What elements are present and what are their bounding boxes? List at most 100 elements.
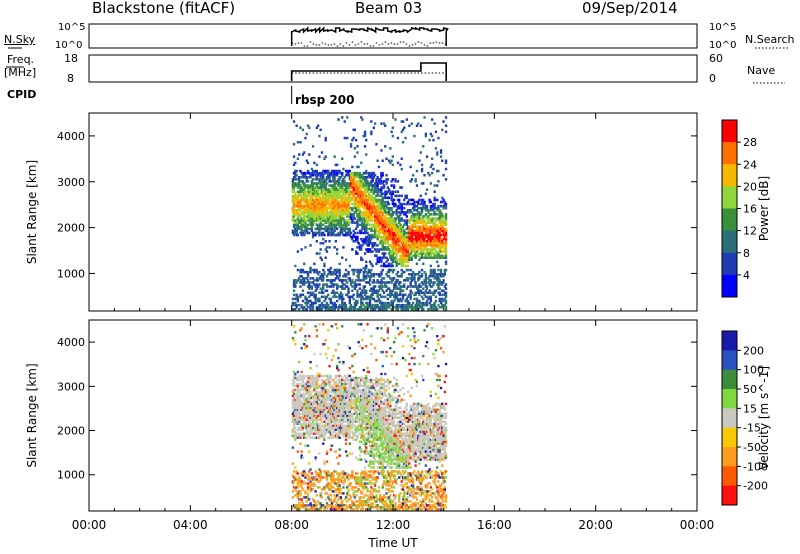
power-echo-cell	[365, 207, 368, 210]
power-echo-cell	[347, 227, 350, 231]
power-echo-cell	[309, 299, 312, 303]
power-echo-cell	[372, 126, 375, 129]
power-echo-cell	[382, 291, 386, 294]
power-echo-cell	[358, 229, 362, 233]
power-echo-cell	[391, 260, 394, 264]
power-echo-cell	[410, 291, 413, 294]
power-echo-cell	[399, 225, 402, 228]
power-echo-cell	[389, 289, 392, 292]
velocity-echo-cell	[324, 378, 327, 382]
velocity-echo-cell	[305, 500, 308, 503]
power-echo-cell	[342, 275, 345, 278]
power-echo-cell	[406, 258, 410, 261]
power-echo-cell	[423, 256, 426, 259]
power-echo-cell	[427, 219, 430, 222]
power-echo-cell	[414, 233, 417, 237]
velocity-echo-cell	[330, 428, 334, 431]
power-echo-cell	[303, 171, 306, 175]
power-echo-cell	[346, 204, 349, 208]
power-echo-cell	[390, 258, 393, 261]
power-echo-cell	[432, 281, 435, 284]
power-echo-cell	[432, 231, 435, 235]
power-echo-cell	[313, 207, 316, 210]
power-echo-cell	[404, 279, 407, 282]
velocity-echo-cell	[339, 496, 343, 499]
velocity-echo-cell	[313, 504, 316, 507]
power-echo-cell	[365, 306, 368, 309]
power-echo-cell	[325, 301, 329, 305]
velocity-echo-cell	[338, 380, 341, 384]
power-echo-cell	[292, 225, 296, 228]
velocity-echo-cell	[330, 490, 334, 493]
velocity-echo-cell	[337, 392, 340, 396]
velocity-echo-cell	[298, 504, 301, 507]
velocity-echo-cell	[314, 386, 317, 390]
power-echo-cell	[410, 250, 413, 253]
power-echo-cell	[298, 204, 301, 208]
power-echo-cell	[371, 176, 374, 179]
power-echo-cell	[403, 250, 406, 253]
power-echo-cell	[436, 256, 439, 259]
velocity-echo-cell	[338, 486, 341, 489]
power-echo-cell	[337, 268, 340, 272]
power-echo-cell	[400, 268, 403, 272]
power-echo-cell	[434, 242, 438, 245]
power-echo-cell	[412, 233, 415, 237]
power-echo-cell	[319, 227, 322, 231]
power-echo-cell	[400, 264, 403, 268]
power-echo-cell	[382, 303, 386, 307]
velocity-echo-cell	[303, 412, 306, 415]
power-echo-cell	[353, 287, 356, 290]
power-echo-cell	[408, 211, 411, 214]
power-echo-cell	[367, 186, 370, 189]
velocity-echo-cell	[303, 323, 306, 326]
velocity-echo-cell	[308, 508, 311, 511]
velocity-echo-cell	[327, 422, 330, 425]
power-echo-cell	[370, 213, 373, 216]
power-echo-cell	[355, 171, 358, 175]
power-echo-cell	[314, 297, 317, 301]
power-echo-cell	[366, 207, 369, 210]
power-echo-cell	[310, 229, 313, 233]
power-echo-cell	[317, 299, 320, 303]
power-echo-cell	[328, 223, 331, 226]
velocity-echo-cell	[318, 430, 321, 433]
power-echo-cell	[410, 217, 413, 220]
power-echo-cell	[417, 233, 420, 237]
power-echo-cell	[304, 184, 307, 187]
power-echo-cell	[303, 209, 306, 212]
power-echo-cell	[387, 227, 391, 231]
velocity-echo-cell	[313, 388, 316, 392]
power-echo-cell	[398, 303, 401, 307]
power-echo-cell	[368, 235, 372, 239]
power-echo-cell	[311, 192, 315, 195]
power-echo-cell	[324, 196, 327, 200]
power-echo-cell	[330, 283, 334, 286]
power-echo-cell	[370, 207, 373, 210]
power-echo-cell	[296, 196, 299, 200]
power-echo-cell	[328, 196, 331, 200]
power-echo-cell	[291, 182, 294, 185]
power-echo-cell	[396, 237, 400, 241]
power-echo-cell	[367, 192, 370, 195]
power-echo-cell	[337, 188, 340, 191]
power-echo-cell	[443, 237, 446, 241]
velocity-echo-cell	[296, 400, 299, 404]
power-echo-cell	[432, 268, 435, 272]
power-echo-cell	[362, 285, 365, 288]
velocity-echo-cell	[324, 388, 327, 392]
power-echo-cell	[432, 256, 435, 259]
velocity-echo-cell	[291, 490, 294, 493]
power-echo-cell	[313, 283, 316, 286]
power-echo-cell	[299, 268, 302, 272]
velocity-echo-cell	[329, 504, 332, 507]
power-echo-cell	[320, 200, 324, 204]
power-echo-cell	[385, 192, 388, 195]
power-echo-cell	[393, 235, 396, 239]
power-echo-cell	[301, 268, 305, 272]
power-echo-cell	[375, 217, 378, 220]
power-echo-cell	[432, 275, 435, 278]
power-echo-cell	[380, 194, 383, 198]
velocity-echo-cell	[300, 474, 303, 477]
power-echo-cell	[299, 180, 302, 183]
